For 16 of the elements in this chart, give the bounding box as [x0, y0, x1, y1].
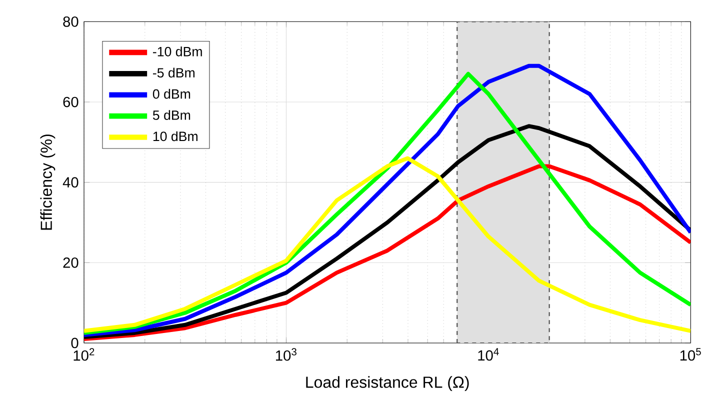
x-tick-label: 10$^{2}$	[74, 348, 94, 361]
legend-label: -5 dBm	[153, 68, 194, 78]
y-tick-label: 80	[63, 16, 78, 27]
y-axis-title: Efficiency (%)	[40, 134, 56, 230]
x-tick-label: 10$^{4}$	[478, 348, 499, 361]
y-tick-label: 40	[62, 177, 78, 188]
x-tick-label: 10$^{5}$	[680, 348, 701, 361]
legend-label: -10 dBm	[153, 46, 202, 56]
legend-label: 5 dBm	[152, 110, 190, 120]
x-tick-label: 10$^{3}$	[276, 348, 296, 361]
legend-label: 10 dBm	[153, 131, 198, 142]
y-tick-label: 60	[63, 96, 78, 108]
legend-label: 0 dBm	[152, 88, 190, 99]
y-tick-label: 20	[63, 257, 78, 268]
y-tick-label: 0	[71, 338, 78, 348]
x-axis-title: Load resistance RL (Ω)	[306, 376, 469, 392]
